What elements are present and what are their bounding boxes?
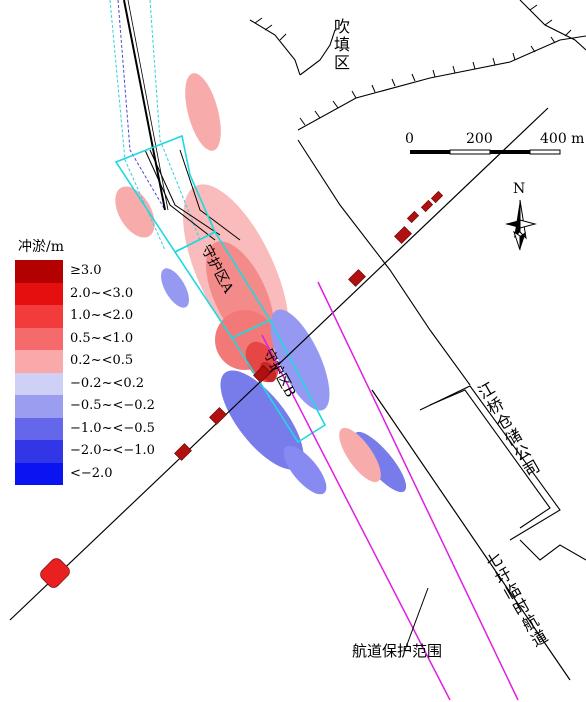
- shoreline: [249, 0, 586, 561]
- legend-swatch: [15, 462, 63, 485]
- north-arrow-icon: N: [505, 181, 537, 251]
- protection-zone-outline: [114, 134, 327, 444]
- legend-swatch: [15, 260, 63, 283]
- legend-label: −1.0~<−0.5: [70, 420, 155, 436]
- scale-tick-200: 200: [466, 131, 493, 147]
- legend-swatch: [15, 440, 63, 463]
- legend-label: 0.5~<1.0: [70, 330, 134, 346]
- legend-label: 0.2~<0.5: [70, 353, 134, 368]
- legend-label: <−2.0: [70, 465, 113, 481]
- legend-label: 2.0~<3.0: [70, 285, 134, 301]
- legend-swatch: [15, 327, 63, 350]
- legend-label: −0.2~<0.2: [70, 375, 145, 391]
- bridge-piers: [40, 190, 444, 588]
- channel-protection-label: 航道保护范围: [352, 642, 443, 660]
- legend-labels: ≥3.0 2.0~<3.0 1.0~<2.0 0.5~<1.0 0.2~<0.5 −0.2…: [70, 260, 155, 485]
- legend-swatches: [15, 260, 63, 485]
- scale-bar: 0 200 400 m: [405, 131, 584, 155]
- legend-label: −0.5~<−0.2: [70, 398, 155, 413]
- blowfill-area-label: 吹填区: [331, 18, 350, 72]
- channel-protection-lines: [261, 281, 519, 701]
- legend-swatch: [15, 350, 63, 373]
- legend-swatch: [15, 395, 63, 418]
- bridge-axis: [9, 107, 549, 621]
- shoreline-hatch: [254, 4, 572, 126]
- legend-swatch: [15, 305, 63, 328]
- legend-label: 1.0~<2.0: [70, 308, 134, 323]
- legend-swatch: [15, 417, 63, 440]
- legend-swatch: [15, 282, 63, 305]
- scale-tick-400: 400 m: [540, 131, 584, 147]
- protection-leader: [404, 587, 429, 651]
- scale-tick-0: 0: [405, 131, 414, 147]
- legend-label: ≥3.0: [70, 263, 102, 278]
- legend-title: 冲淤/m: [18, 239, 64, 255]
- svg-text:N: N: [513, 181, 525, 197]
- legend-label: −2.0~<−1.0: [70, 443, 155, 458]
- legend-swatch: [15, 372, 63, 395]
- temp-channel-edge: [371, 389, 571, 681]
- upstream-channel: [109, 0, 241, 251]
